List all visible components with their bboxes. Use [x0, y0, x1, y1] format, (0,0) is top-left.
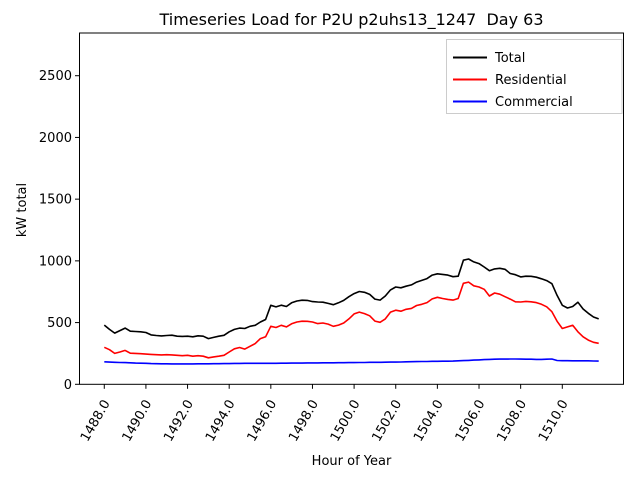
- series-line-commercial: [104, 358, 599, 365]
- legend-label-commercial: Commercial: [495, 95, 573, 110]
- legend-entry-commercial: Commercial: [453, 95, 573, 110]
- y-tick-label: 1000: [39, 254, 72, 269]
- series-lines: [103, 258, 599, 365]
- series-line-total: [103, 258, 599, 340]
- y-tick-label: 2000: [39, 131, 72, 146]
- y-tick-label: 500: [47, 316, 72, 331]
- x-axis-label: Hour of Year: [312, 454, 392, 469]
- y-tick-label: 1500: [39, 193, 72, 208]
- y-tick-label: 0: [64, 378, 72, 393]
- legend-label-residential: Residential: [495, 73, 567, 88]
- legend-entry-residential: Residential: [453, 73, 567, 88]
- series-line-residential: [103, 281, 599, 359]
- legend-label-total: Total: [494, 51, 525, 66]
- y-tick-label: 2500: [39, 69, 72, 84]
- y-axis-ticks: 0 500 1000 1500 2000 2500: [39, 69, 80, 393]
- legend: Total Residential Commercial: [446, 39, 623, 114]
- chart-title: Timeseries Load for P2U p2uhs13_1247 Day…: [158, 10, 543, 30]
- y-axis-label: kW total: [15, 183, 30, 237]
- legend-entry-total: Total: [453, 51, 525, 66]
